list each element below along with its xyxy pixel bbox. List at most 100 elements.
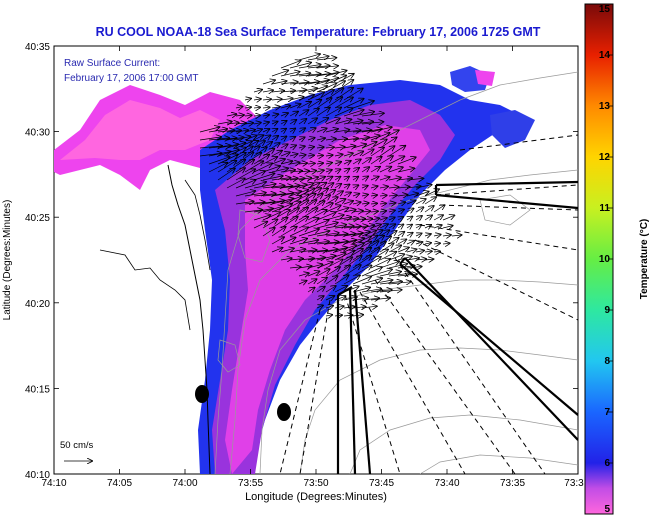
current-vector bbox=[226, 148, 246, 157]
current-vector bbox=[199, 153, 222, 156]
current-vector bbox=[307, 201, 325, 213]
current-vector bbox=[424, 206, 434, 213]
current-vector bbox=[262, 157, 277, 165]
current-vector bbox=[280, 61, 300, 69]
current-vector bbox=[343, 238, 364, 245]
current-vector bbox=[271, 237, 284, 245]
x-tick-label: 74:10 bbox=[41, 478, 66, 489]
current-vector bbox=[235, 152, 253, 165]
chart-title: RU COOL NOAA-18 Sea Surface Temperature:… bbox=[96, 25, 541, 39]
current-vector bbox=[253, 215, 270, 221]
current-vector bbox=[361, 211, 370, 212]
current-vector bbox=[307, 118, 317, 125]
current-vector bbox=[271, 70, 288, 77]
current-vector bbox=[433, 243, 440, 244]
current-vector bbox=[352, 298, 368, 300]
current-vector bbox=[244, 136, 257, 141]
current-vector bbox=[217, 130, 234, 132]
current-vector bbox=[415, 199, 426, 205]
current-vector bbox=[280, 258, 292, 260]
current-vector bbox=[235, 123, 246, 124]
current-vector bbox=[361, 241, 379, 253]
inland-outline-2 bbox=[184, 179, 211, 271]
current-vector bbox=[316, 72, 339, 77]
current-vector bbox=[352, 112, 374, 117]
current-vector bbox=[334, 245, 356, 253]
current-vector bbox=[280, 248, 294, 252]
current-vector bbox=[433, 215, 443, 221]
current-vector bbox=[208, 163, 227, 173]
current-vector bbox=[307, 210, 327, 221]
current-vector bbox=[343, 275, 360, 285]
current-vector bbox=[289, 185, 307, 189]
current-vector bbox=[298, 171, 309, 172]
current-vector bbox=[370, 259, 390, 269]
current-vector bbox=[235, 160, 254, 173]
current-vector bbox=[352, 277, 371, 285]
current-vector bbox=[397, 274, 417, 276]
current-vector bbox=[406, 267, 422, 269]
current-vector bbox=[334, 275, 349, 285]
current-vector bbox=[316, 90, 334, 101]
current-vector bbox=[406, 249, 416, 252]
current-vector bbox=[280, 170, 295, 172]
current-vector bbox=[407, 225, 412, 228]
current-vector bbox=[361, 289, 381, 292]
x-axis-label: Longitude (Degrees:Minutes) bbox=[245, 491, 387, 503]
current-vector bbox=[289, 97, 304, 100]
current-vector bbox=[307, 231, 329, 237]
current-vector bbox=[217, 169, 235, 181]
current-vector bbox=[352, 130, 371, 132]
sst-patch-northwest-core bbox=[60, 100, 220, 160]
current-vector bbox=[298, 54, 320, 61]
colorbar-ticks: 5 6 7 8 9 10 11 12 13 14 15 bbox=[599, 3, 613, 515]
current-vector bbox=[442, 215, 454, 221]
current-vector bbox=[352, 144, 366, 148]
current-vector bbox=[334, 315, 342, 316]
current-vector bbox=[281, 121, 287, 124]
current-vector bbox=[352, 219, 365, 220]
current-vector bbox=[424, 197, 436, 205]
current-vector bbox=[253, 174, 274, 181]
current-vector bbox=[235, 141, 252, 149]
current-vector bbox=[316, 66, 338, 68]
current-vector bbox=[370, 269, 392, 277]
current-vector bbox=[298, 155, 306, 156]
current-vector bbox=[325, 306, 333, 308]
x-tick-label: 73:35 bbox=[500, 478, 525, 489]
current-vector bbox=[388, 167, 403, 173]
current-vector bbox=[370, 250, 388, 261]
current-vector bbox=[370, 157, 382, 165]
y-tick-label: 40:30 bbox=[25, 128, 50, 139]
current-vector bbox=[307, 92, 324, 101]
current-vector bbox=[388, 264, 407, 269]
current-vector bbox=[325, 147, 334, 148]
current-vector bbox=[289, 162, 300, 164]
current-vector bbox=[289, 154, 298, 156]
current-vector bbox=[253, 135, 263, 141]
current-vector bbox=[334, 130, 349, 132]
current-vector bbox=[370, 203, 377, 204]
current-vector bbox=[307, 155, 314, 156]
current-vector bbox=[334, 108, 353, 117]
current-vector bbox=[361, 203, 369, 204]
current-vector bbox=[244, 146, 260, 157]
current-vector bbox=[280, 72, 300, 77]
current-vector bbox=[307, 177, 318, 180]
current-vector bbox=[379, 195, 387, 196]
current-vector bbox=[370, 195, 377, 196]
current-vector bbox=[361, 167, 369, 172]
current-vector bbox=[235, 191, 255, 197]
current-vector bbox=[352, 288, 370, 293]
current-vector bbox=[379, 146, 394, 157]
current-vector bbox=[370, 177, 379, 180]
current-vector bbox=[325, 163, 332, 164]
current-vector bbox=[262, 194, 285, 196]
current-vector bbox=[334, 226, 354, 228]
colorbar-label: Temperature (°C) bbox=[639, 219, 650, 300]
current-vector bbox=[280, 191, 301, 197]
current-vector bbox=[298, 110, 308, 117]
current-vector bbox=[334, 191, 343, 196]
current-vector bbox=[316, 278, 327, 285]
current-vector bbox=[379, 203, 386, 204]
